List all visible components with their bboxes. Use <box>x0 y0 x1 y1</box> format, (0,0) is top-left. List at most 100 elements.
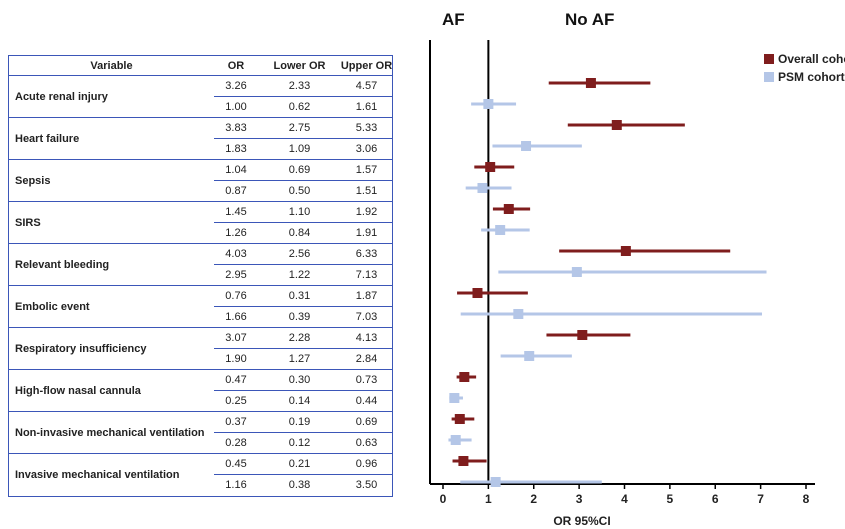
legend-label-psm: PSM cohort <box>778 70 845 84</box>
no-af-side-title: No AF <box>565 10 615 29</box>
or-value: 0.87 <box>225 185 247 197</box>
or-marker <box>524 351 535 361</box>
table-group: Non-invasive mechanical ventilation 0.37 0… <box>9 412 392 454</box>
table-row-overall: 4.03 2.56 6.33 <box>214 244 392 265</box>
table-row-overall: 0.45 0.21 0.96 <box>214 454 392 475</box>
table-row-overall: 3.83 2.75 5.33 <box>214 118 392 139</box>
table-row-psm: 1.16 0.38 3.50 <box>214 475 392 495</box>
table-group: High-flow nasal cannula 0.47 0.30 0.73 0.25 0… <box>9 370 392 412</box>
upper-or-value: 1.91 <box>355 227 378 239</box>
table-body: Acute renal injury 3.26 2.33 4.57 1.00 0.62 1.… <box>9 76 392 496</box>
or-marker <box>503 204 514 214</box>
table-group: SIRS 1.45 1.10 1.92 1.26 0.84 1.91 <box>9 202 392 244</box>
header-variable: Variable <box>90 60 133 72</box>
or-value: 1.66 <box>225 311 247 323</box>
upper-or-value: 2.84 <box>355 353 378 365</box>
or-value: 3.83 <box>225 122 247 134</box>
lower-or-value: 2.28 <box>288 332 311 344</box>
or-value: 0.28 <box>225 437 247 449</box>
upper-or-value: 5.33 <box>355 122 378 134</box>
variable-label: Respiratory insufficiency <box>15 343 147 355</box>
or-marker <box>483 99 494 109</box>
table-row-psm: 1.26 0.84 1.91 <box>214 223 392 243</box>
upper-or-value: 0.96 <box>355 458 378 470</box>
x-tick-label: 3 <box>576 492 583 506</box>
table-row-overall: 0.37 0.19 0.69 <box>214 412 392 433</box>
table-group: Acute renal injury 3.26 2.33 4.57 1.00 0.62 1.… <box>9 76 392 118</box>
upper-or-value: 3.50 <box>355 479 378 491</box>
or-value: 0.47 <box>225 374 247 386</box>
table-row-overall: 3.26 2.33 4.57 <box>214 76 392 97</box>
lower-or-value: 1.27 <box>288 353 311 365</box>
or-marker <box>485 162 496 172</box>
or-value: 4.03 <box>225 248 247 260</box>
or-value: 2.95 <box>225 269 247 281</box>
lower-or-value: 0.19 <box>288 416 311 428</box>
legend-swatch-overall <box>764 54 774 64</box>
lower-or-value: 2.56 <box>288 248 311 260</box>
lower-or-value: 0.50 <box>288 185 311 197</box>
upper-or-value: 0.69 <box>355 416 378 428</box>
odds-ratio-table: Variable OR Lower OR Upper OR Acute rena… <box>8 55 393 497</box>
or-value: 0.25 <box>225 395 247 407</box>
or-marker <box>611 120 622 130</box>
header-or: OR <box>227 60 245 72</box>
or-marker <box>490 477 501 487</box>
or-marker <box>477 183 488 193</box>
table-group: Relevant bleeding 4.03 2.56 6.33 2.95 1.22 7.1… <box>9 244 392 286</box>
upper-or-value: 4.57 <box>355 80 378 92</box>
x-axis-label: OR 95%CI <box>553 514 610 528</box>
lower-or-value: 2.33 <box>288 80 311 92</box>
upper-or-value: 7.03 <box>355 311 378 323</box>
x-tick-label: 2 <box>530 492 537 506</box>
x-tick-label: 4 <box>621 492 628 506</box>
or-marker <box>585 78 596 88</box>
lower-or-value: 0.62 <box>288 101 311 113</box>
table-row-overall: 0.76 0.31 1.87 <box>214 286 392 307</box>
or-value: 3.26 <box>225 80 247 92</box>
or-marker <box>513 309 524 319</box>
or-value: 1.83 <box>225 143 247 155</box>
lower-or-value: 1.09 <box>288 143 311 155</box>
lower-or-value: 0.69 <box>288 164 311 176</box>
or-marker <box>472 288 483 298</box>
or-marker <box>459 372 470 382</box>
upper-or-value: 1.51 <box>355 185 378 197</box>
or-marker <box>571 267 582 277</box>
table-row-psm: 0.87 0.50 1.51 <box>214 181 392 201</box>
upper-or-value: 0.44 <box>355 395 378 407</box>
upper-or-value: 3.06 <box>355 143 378 155</box>
variable-label: Heart failure <box>15 133 80 145</box>
table-row-psm: 0.28 0.12 0.63 <box>214 433 392 453</box>
x-tick-label: 6 <box>712 492 719 506</box>
table-row-psm: 2.95 1.22 7.13 <box>214 265 392 285</box>
af-side-title: AF <box>442 10 465 29</box>
or-value: 0.76 <box>225 290 247 302</box>
upper-or-value: 6.33 <box>355 248 378 260</box>
x-tick-label: 7 <box>757 492 764 506</box>
or-marker <box>458 456 469 466</box>
or-marker <box>620 246 631 256</box>
table-group: Sepsis 1.04 0.69 1.57 0.87 0.50 1.51 <box>9 160 392 202</box>
or-marker <box>450 435 461 445</box>
lower-or-value: 1.10 <box>288 206 311 218</box>
header-upper-or: Upper OR <box>340 60 393 72</box>
or-marker <box>454 414 465 424</box>
x-tick-label: 0 <box>440 492 447 506</box>
table-header: Variable OR Lower OR Upper OR <box>9 56 392 76</box>
table-row-overall: 1.04 0.69 1.57 <box>214 160 392 181</box>
upper-or-value: 1.61 <box>355 101 378 113</box>
or-value: 0.45 <box>225 458 247 470</box>
lower-or-value: 0.21 <box>288 458 311 470</box>
or-marker <box>495 225 506 235</box>
table-group: Embolic event 0.76 0.31 1.87 1.66 0.39 7.03 <box>9 286 392 328</box>
lower-or-value: 0.31 <box>288 290 311 302</box>
variable-label: SIRS <box>15 217 41 229</box>
table-row-overall: 1.45 1.10 1.92 <box>214 202 392 223</box>
or-value: 1.00 <box>225 101 247 113</box>
table-row-psm: 1.90 1.27 2.84 <box>214 349 392 369</box>
table-row-overall: 0.47 0.30 0.73 <box>214 370 392 391</box>
table-group: Heart failure 3.83 2.75 5.33 1.83 1.09 3.06 <box>9 118 392 160</box>
x-tick-label: 8 <box>803 492 810 506</box>
upper-or-value: 4.13 <box>355 332 378 344</box>
